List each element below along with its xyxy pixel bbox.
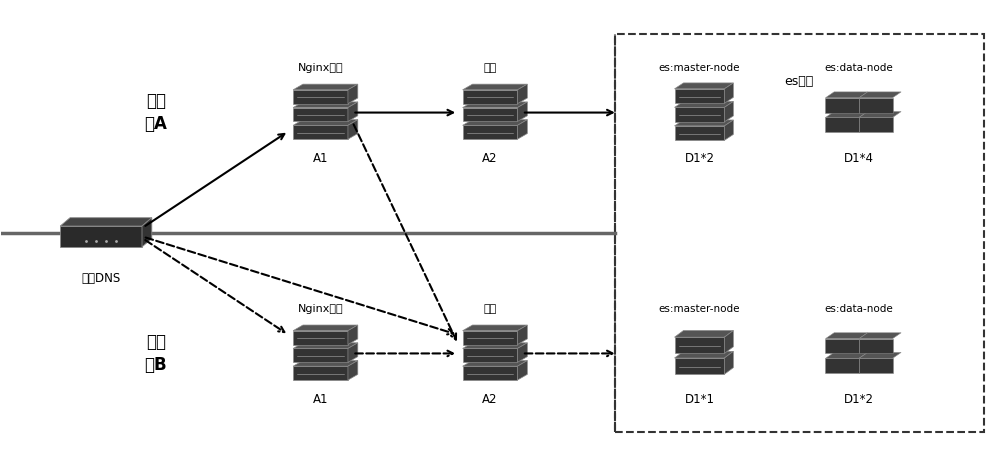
Text: Nginx集群: Nginx集群: [298, 63, 343, 73]
Text: es:master-node: es:master-node: [659, 304, 740, 314]
Polygon shape: [348, 120, 358, 139]
Polygon shape: [825, 117, 859, 132]
Polygon shape: [293, 343, 358, 349]
Polygon shape: [463, 120, 527, 125]
Text: es:data-node: es:data-node: [825, 304, 893, 314]
Polygon shape: [825, 98, 859, 113]
Polygon shape: [825, 333, 868, 339]
Polygon shape: [293, 325, 358, 331]
Text: 主机
房A: 主机 房A: [145, 92, 167, 133]
Text: A2: A2: [482, 152, 498, 165]
Text: D1*2: D1*2: [844, 393, 874, 406]
Polygon shape: [724, 120, 733, 140]
Polygon shape: [859, 111, 901, 117]
Text: D1*2: D1*2: [684, 152, 714, 165]
Polygon shape: [463, 90, 517, 103]
Polygon shape: [463, 108, 517, 122]
Polygon shape: [293, 349, 348, 363]
Polygon shape: [463, 331, 517, 344]
Polygon shape: [825, 111, 868, 117]
Polygon shape: [348, 343, 358, 363]
Text: D1*1: D1*1: [684, 393, 714, 406]
Polygon shape: [60, 226, 142, 247]
Polygon shape: [859, 358, 893, 373]
Text: es:data-node: es:data-node: [825, 63, 893, 73]
Polygon shape: [293, 366, 348, 380]
Polygon shape: [675, 126, 724, 140]
Polygon shape: [517, 325, 527, 344]
Polygon shape: [675, 358, 724, 374]
Polygon shape: [293, 125, 348, 139]
Polygon shape: [859, 117, 893, 132]
Text: 智能DNS: 智能DNS: [81, 272, 121, 285]
Polygon shape: [348, 102, 358, 122]
Polygon shape: [463, 125, 517, 139]
Polygon shape: [517, 84, 527, 103]
Polygon shape: [293, 84, 358, 90]
Polygon shape: [675, 337, 724, 353]
Text: A2: A2: [482, 393, 498, 406]
Polygon shape: [517, 361, 527, 380]
Polygon shape: [463, 349, 517, 363]
Polygon shape: [463, 361, 527, 366]
Text: Nginx集群: Nginx集群: [298, 304, 343, 314]
Text: es:master-node: es:master-node: [659, 63, 740, 73]
Polygon shape: [675, 330, 733, 337]
Polygon shape: [517, 343, 527, 363]
Polygon shape: [142, 218, 152, 247]
Polygon shape: [825, 352, 868, 358]
Polygon shape: [675, 120, 733, 126]
Polygon shape: [825, 339, 859, 353]
Polygon shape: [463, 325, 527, 331]
Text: D1*4: D1*4: [844, 152, 874, 165]
Polygon shape: [724, 330, 733, 353]
Polygon shape: [463, 102, 527, 108]
Polygon shape: [859, 333, 901, 339]
Polygon shape: [825, 358, 859, 373]
Polygon shape: [859, 98, 893, 113]
Polygon shape: [724, 102, 733, 122]
Polygon shape: [724, 83, 733, 103]
Polygon shape: [675, 107, 724, 122]
Polygon shape: [293, 361, 358, 366]
Text: 应用: 应用: [483, 304, 497, 314]
Text: es集群: es集群: [785, 75, 814, 88]
Polygon shape: [293, 120, 358, 125]
Polygon shape: [463, 343, 527, 349]
Polygon shape: [675, 89, 724, 103]
Polygon shape: [348, 325, 358, 344]
Polygon shape: [517, 102, 527, 122]
Text: 备机
房B: 备机 房B: [145, 333, 167, 374]
Polygon shape: [675, 102, 733, 107]
Polygon shape: [517, 120, 527, 139]
Polygon shape: [675, 351, 733, 358]
Polygon shape: [675, 83, 733, 89]
Polygon shape: [859, 92, 901, 98]
Polygon shape: [60, 218, 152, 226]
Text: A1: A1: [313, 152, 328, 165]
Polygon shape: [293, 90, 348, 103]
Polygon shape: [825, 92, 868, 98]
Polygon shape: [293, 331, 348, 344]
Polygon shape: [293, 108, 348, 122]
Text: 应用: 应用: [483, 63, 497, 73]
Polygon shape: [859, 352, 901, 358]
Text: A1: A1: [313, 393, 328, 406]
Polygon shape: [293, 102, 358, 108]
Polygon shape: [348, 84, 358, 103]
Polygon shape: [859, 339, 893, 353]
Polygon shape: [348, 361, 358, 380]
Polygon shape: [463, 84, 527, 90]
Polygon shape: [463, 366, 517, 380]
Polygon shape: [724, 351, 733, 374]
